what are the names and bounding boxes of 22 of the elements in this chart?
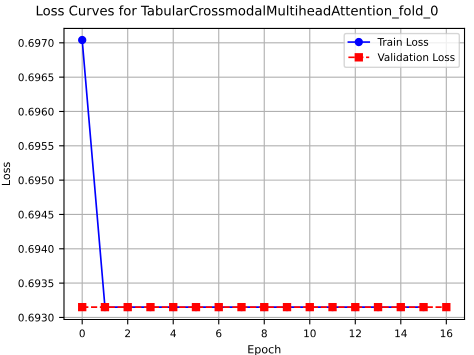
x-tick-label: 12 (350, 329, 361, 338)
x-tick-label: 10 (304, 329, 316, 338)
legend-label: Validation Loss (378, 53, 455, 62)
x-tick-label: 2 (125, 329, 130, 338)
y-tick-label: 0.6960 (18, 108, 54, 116)
x-tick-label: 16 (440, 329, 452, 338)
x-tick-label: 0 (80, 329, 85, 338)
y-tick-label: 0.6950 (18, 176, 54, 184)
y-tick-label: 0.6965 (18, 73, 54, 82)
y-tick-label: 0.6930 (18, 314, 54, 322)
y-axis-title: Loss (2, 162, 10, 186)
legend-label: Train Loss (378, 38, 428, 46)
x-tick-label: 4 (170, 330, 176, 338)
y-tick-label: 0.6945 (18, 210, 54, 219)
y-tick-label: 0.6935 (18, 279, 54, 288)
y-tick-label: 0.6940 (18, 245, 54, 253)
x-tick-label: 14 (395, 330, 407, 338)
y-tick-label: 0.6955 (18, 142, 54, 150)
x-tick-label: 8 (262, 329, 267, 338)
y-tick-label: 0.6970 (18, 39, 54, 47)
chart-title: Loss Curves for TabularCrossmodalMultiheadAttention_fold_0 (36, 5, 438, 18)
x-tick-label: 6 (216, 329, 222, 338)
